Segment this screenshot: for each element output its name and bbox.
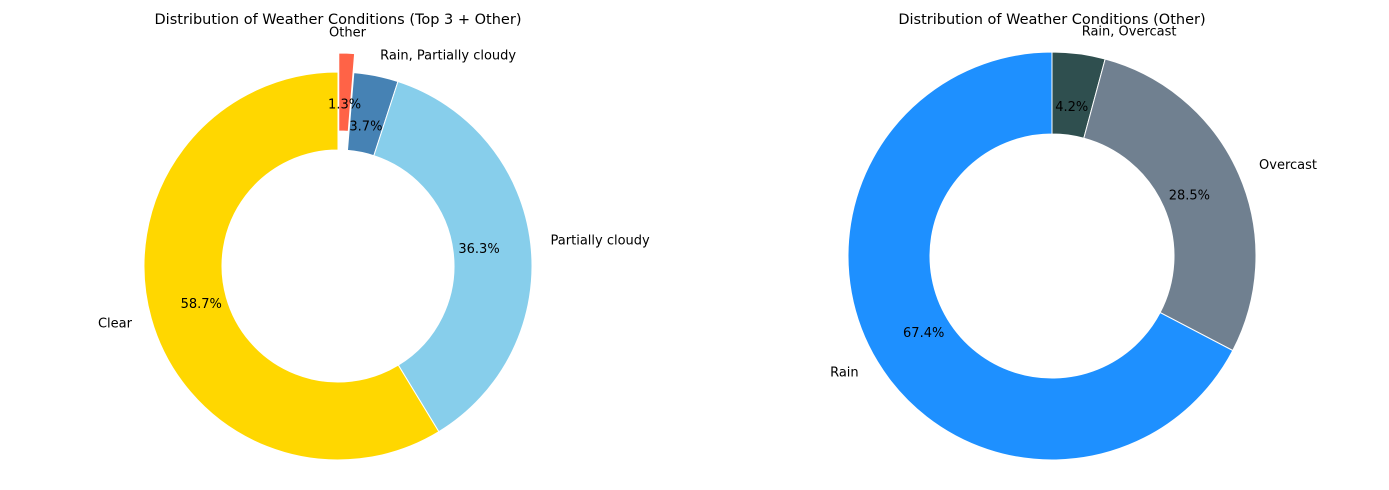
slice-pct-label: 1.3% [328,98,361,113]
slice-label: Rain, Overcast [1082,24,1177,39]
slice-pct-label: 36.3% [458,242,499,257]
slice-rain [847,51,1234,461]
slice-partially-cloudy [373,80,533,433]
slice-label: Partially cloudy [551,234,650,249]
pie-labels: 1.3% Other 3.7% Rain, Partially cloudy 36.3%… [98,26,650,332]
slice-label: Overcast [1259,158,1317,173]
pie-slices [143,52,533,461]
slice-label: Clear [98,316,133,331]
slice-overcast [1083,58,1257,352]
slice-label: Other [329,26,367,41]
slice-pct-label: 28.5% [1169,188,1210,203]
slice-label: Rain, Partially cloudy [380,49,516,64]
chart-other: Distribution of Weather Conditions (Othe… [830,12,1317,461]
pie-slices [847,51,1257,461]
slice-pct-label: 3.7% [349,119,382,134]
pie-labels: 4.2% Rain, Overcast 28.5% Overcast 67.4% Rain [830,24,1317,380]
chart-top3-other: Distribution of Weather Conditions (Top … [98,12,650,461]
slice-pct-label: 4.2% [1055,100,1088,115]
slice-clear [143,71,440,461]
chart-title: Distribution of Weather Conditions (Top … [155,12,522,28]
slice-pct-label: 58.7% [181,297,222,312]
slice-other [338,52,356,132]
chart-title: Distribution of Weather Conditions (Othe… [898,12,1205,28]
slice-label: Rain [830,366,859,381]
slice-pct-label: 67.4% [903,326,944,341]
